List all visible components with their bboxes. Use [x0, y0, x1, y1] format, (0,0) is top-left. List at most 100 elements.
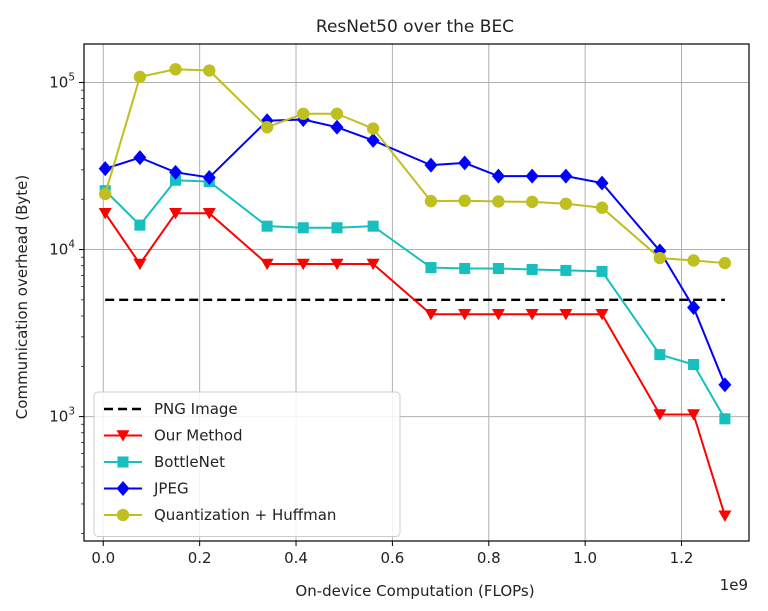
data-point-diamond — [116, 481, 130, 496]
data-point-triangle-down — [424, 309, 438, 321]
data-point-square — [170, 174, 182, 186]
data-point-triangle-down — [653, 409, 667, 421]
data-point-diamond — [169, 164, 183, 180]
legend-label: PNG Image — [154, 400, 238, 418]
data-point-circle — [133, 70, 147, 84]
x-tick-label: 0.2 — [188, 549, 212, 567]
series-jpeg — [98, 112, 732, 393]
plot-frame — [83, 43, 750, 542]
data-point-triangle-down — [458, 309, 472, 321]
data-point-diamond — [458, 155, 472, 171]
x-axis-offset-label: 1e9 — [720, 576, 748, 594]
data-point-circle — [424, 194, 438, 208]
data-point-diamond — [366, 132, 380, 148]
legend-label: JPEG — [153, 480, 189, 498]
series-our-method — [98, 208, 732, 522]
series-quantization-huffman — [99, 63, 732, 270]
legend-entry: PNG Image — [104, 400, 238, 418]
data-point-square — [560, 264, 572, 276]
legend-label: Our Method — [154, 427, 243, 445]
data-point-circle — [559, 197, 573, 210]
data-point-square — [261, 220, 273, 232]
data-point-square — [719, 413, 731, 425]
data-point-diamond — [718, 377, 732, 393]
data-point-circle — [99, 187, 112, 201]
legend-entry: Quantization + Huffman — [104, 506, 336, 524]
legend-label: Quantization + Huffman — [154, 506, 336, 524]
data-point-circle — [595, 201, 609, 214]
data-point-triangle-down — [687, 409, 701, 421]
x-tick-label: 1.0 — [573, 549, 597, 567]
data-point-square — [134, 219, 146, 231]
data-point-circle — [525, 195, 539, 209]
data-point-square — [654, 349, 666, 361]
plot-series — [98, 63, 732, 522]
data-point-circle — [492, 195, 505, 208]
x-tick-label: 0.0 — [91, 549, 115, 567]
data-point-triangle-down — [133, 258, 147, 271]
data-point-diamond — [424, 157, 438, 173]
data-point-square — [367, 220, 379, 232]
data-point-square — [297, 222, 309, 234]
data-point-triangle-down — [98, 208, 112, 220]
data-point-square — [331, 222, 343, 234]
legend-box — [93, 391, 401, 537]
data-point-diamond — [559, 168, 573, 184]
y-tick-label: 104 — [49, 239, 75, 259]
series-line — [104, 68, 725, 265]
data-point-triangle-down — [595, 309, 609, 321]
data-point-triangle-down — [525, 309, 539, 321]
data-point-circle — [116, 508, 130, 522]
data-point-square — [492, 262, 504, 275]
data-point-diamond — [330, 119, 344, 135]
data-point-triangle-down — [296, 258, 310, 271]
y-axis-ticks: 103 104 105 — [49, 71, 84, 534]
legend-entry: Our Method — [104, 427, 243, 445]
data-point-triangle-down — [366, 258, 380, 271]
legend-entry: BottleNet — [104, 453, 225, 471]
data-point-circle — [203, 64, 216, 77]
legend-entry: JPEG — [104, 480, 189, 498]
x-axis-title: On-device Computation (FLOPs) — [295, 582, 534, 600]
data-point-triangle-down — [559, 309, 573, 321]
data-point-square — [425, 262, 437, 274]
data-point-triangle-down — [718, 510, 732, 522]
data-point-triangle-down — [260, 258, 274, 271]
x-tick-label: 0.4 — [284, 549, 308, 567]
x-axis-ticks: 0.0 0.2 0.4 0.6 0.8 1.0 1.2 — [91, 541, 693, 567]
y-axis-title: Communication overhead (Byte) — [13, 175, 31, 419]
legend-label: BottleNet — [154, 453, 225, 471]
data-point-circle — [169, 63, 182, 76]
x-tick-label: 0.6 — [380, 549, 404, 567]
x-tick-label: 1.2 — [670, 549, 694, 567]
data-point-diamond — [202, 170, 216, 185]
data-point-diamond — [133, 150, 147, 166]
data-point-circle — [687, 254, 700, 267]
data-point-square — [688, 358, 700, 371]
data-point-circle — [330, 107, 344, 120]
chart-legend: PNG Image Our Method BottleNet JPEG Quantiza… — [93, 391, 401, 537]
data-point-circle — [458, 194, 471, 207]
data-point-circle — [297, 107, 310, 120]
data-point-triangle-down — [330, 258, 344, 271]
data-point-diamond — [525, 168, 539, 184]
data-point-circle — [366, 122, 380, 135]
data-point-square — [526, 263, 538, 275]
y-tick-label: 105 — [49, 71, 75, 91]
y-tick-label: 103 — [49, 406, 75, 426]
data-point-square — [117, 456, 129, 468]
data-point-diamond — [687, 300, 701, 315]
data-point-diamond — [595, 175, 609, 191]
data-point-circle — [718, 256, 732, 270]
data-point-diamond — [491, 168, 505, 184]
data-point-triangle-down — [116, 430, 130, 442]
data-point-circle — [653, 251, 667, 265]
data-point-triangle-down — [169, 208, 183, 220]
data-point-diamond — [98, 161, 112, 177]
data-point-square — [596, 265, 608, 277]
data-point-square — [459, 262, 471, 275]
series-bottlenet — [99, 174, 731, 425]
data-point-triangle-down — [491, 309, 505, 321]
data-point-triangle-down — [202, 208, 216, 220]
